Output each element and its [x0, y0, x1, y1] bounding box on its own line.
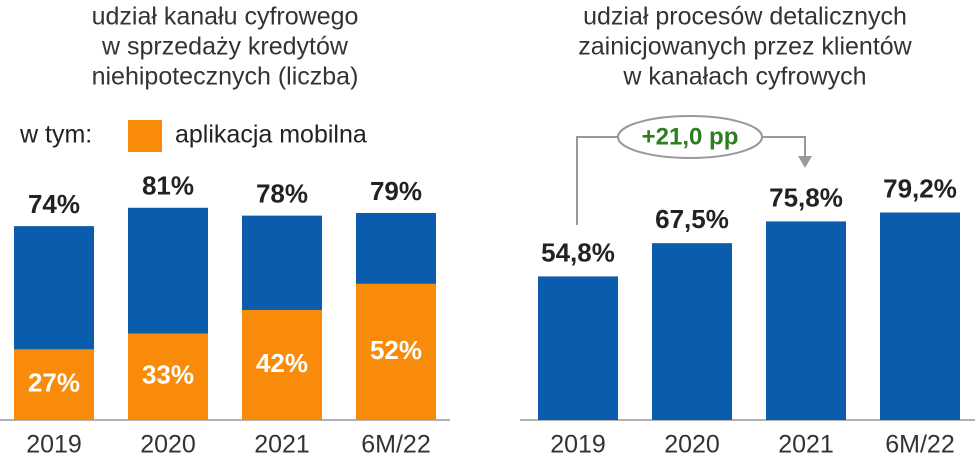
arrow-head	[798, 156, 812, 168]
data-label: 33%	[142, 360, 194, 390]
data-label: 52%	[370, 335, 422, 365]
annotation-ellipse	[617, 115, 763, 159]
chart-title: w sprzedaży kredytów	[101, 33, 349, 61]
legend-label: aplikacja mobilna	[175, 121, 367, 149]
x-tick-label: 2021	[778, 431, 834, 459]
x-tick-label: 2020	[664, 431, 720, 459]
data-label: 27%	[28, 368, 80, 398]
data-label: 75,8%	[769, 182, 843, 212]
chart-title: niehipotecznych (liczba)	[92, 63, 359, 91]
bar	[880, 212, 960, 420]
x-tick-label: 2019	[26, 431, 82, 459]
data-label: 81%	[142, 171, 194, 201]
x-tick-label: 2019	[550, 431, 606, 459]
bar	[242, 309, 322, 420]
data-label: 67,5%	[655, 204, 729, 234]
bar	[652, 243, 732, 420]
bracket	[760, 136, 806, 158]
chart-title: udział procesów detalicznych	[583, 3, 907, 31]
x-tick-label: 6M/22	[361, 431, 430, 459]
annotation: +21,0 pp	[642, 123, 739, 150]
data-label: 79,2%	[883, 173, 957, 203]
chart-title: zainicjowanych przez klientów	[578, 33, 912, 61]
bar	[538, 276, 618, 420]
bar	[14, 349, 94, 420]
x-tick-label: 2020	[140, 431, 196, 459]
bar	[766, 221, 846, 420]
legend-swatch	[128, 120, 162, 152]
legend-prefix: w tym:	[19, 121, 92, 149]
data-label: 78%	[256, 179, 308, 209]
bar	[128, 333, 208, 420]
data-label: 79%	[370, 176, 422, 206]
chart-title: w kanałach cyfrowych	[622, 63, 866, 91]
data-label: 42%	[256, 348, 308, 378]
data-label: 54,8%	[541, 237, 615, 267]
data-label: 74%	[28, 189, 80, 219]
chart-title: udział kanału cyfrowego	[92, 3, 359, 31]
x-tick-label: 2021	[254, 431, 310, 459]
x-tick-label: 6M/22	[885, 431, 954, 459]
bar	[356, 283, 436, 420]
bracket	[576, 136, 620, 225]
